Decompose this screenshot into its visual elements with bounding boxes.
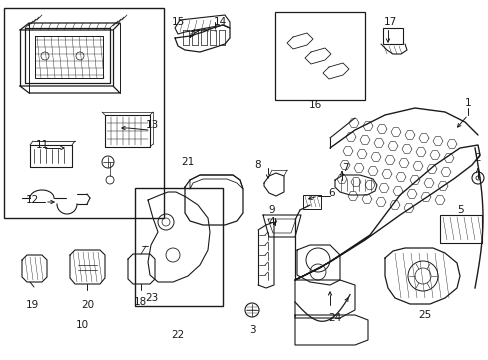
Text: 5: 5: [457, 205, 464, 215]
Text: 16: 16: [308, 100, 321, 110]
Text: 11: 11: [35, 140, 48, 150]
Bar: [439, 215, 481, 243]
Text: 25: 25: [418, 310, 431, 320]
Text: 1: 1: [464, 98, 470, 108]
Text: 2: 2: [474, 153, 480, 163]
Bar: [382, 28, 402, 44]
Text: 14: 14: [213, 17, 226, 27]
Text: 21: 21: [181, 157, 194, 167]
Bar: [274, 12, 364, 100]
Text: 6: 6: [328, 188, 335, 198]
Text: 17: 17: [383, 17, 396, 27]
Text: 18: 18: [133, 297, 146, 307]
Bar: [135, 188, 223, 306]
Bar: [4, 8, 163, 218]
Text: 15: 15: [171, 17, 184, 27]
Bar: [303, 195, 320, 209]
Text: 3: 3: [248, 325, 255, 335]
Text: 4: 4: [268, 217, 275, 227]
Text: 19: 19: [25, 300, 39, 310]
Text: 13: 13: [145, 120, 158, 130]
Text: 9: 9: [268, 205, 275, 215]
Text: 7: 7: [341, 163, 347, 173]
Text: 10: 10: [75, 320, 88, 330]
Text: 20: 20: [81, 300, 94, 310]
Text: 23: 23: [145, 293, 158, 303]
Text: 22: 22: [171, 330, 184, 340]
Text: 24: 24: [328, 313, 341, 323]
Text: 8: 8: [254, 160, 261, 170]
Text: 12: 12: [25, 195, 39, 205]
